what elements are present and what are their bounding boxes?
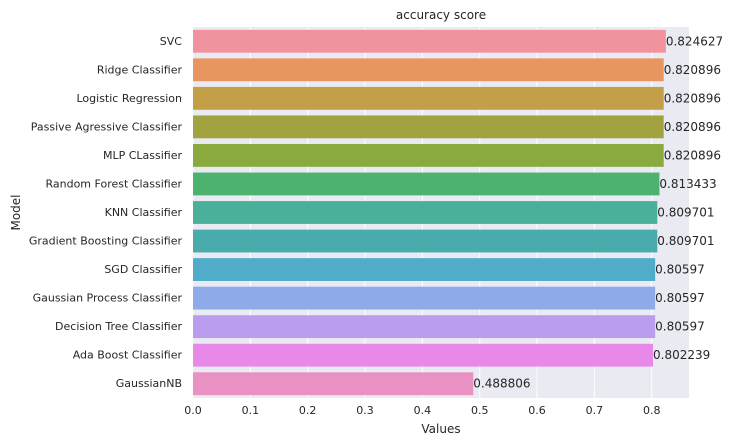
chart-title: accuracy score [396, 8, 486, 22]
bar [193, 258, 656, 281]
data-labels: 0.824627 0.820896 0.820896 0.820896 0.820896… [473, 34, 723, 390]
x-tick-label: 0.7 [586, 404, 604, 417]
bar-value-label: 0.80597 [655, 263, 705, 277]
x-tick-label: 0.0 [184, 404, 202, 417]
bar [193, 29, 666, 53]
bar-value-label: 0.820896 [664, 120, 721, 134]
bar [193, 315, 656, 339]
x-tick-label: 0.2 [299, 404, 317, 417]
x-tick-label: 0.3 [356, 404, 374, 417]
bar-value-label: 0.802239 [653, 348, 710, 362]
y-axis-title: Model [9, 194, 23, 230]
bar-value-label: 0.820896 [664, 91, 721, 105]
x-tick-label: 0.5 [471, 404, 489, 417]
x-tick-label: 0.4 [414, 404, 432, 417]
y-tick-label: Logistic Regression [76, 92, 182, 105]
bar-value-label: 0.809701 [657, 234, 714, 248]
x-axis-title: Values [421, 422, 460, 436]
bar [193, 58, 664, 82]
bar-value-label: 0.80597 [655, 291, 705, 305]
y-tick-label: Gradient Boosting Classifier [29, 235, 183, 248]
bar-value-label: 0.488806 [473, 377, 530, 391]
y-tick-label: GaussianNB [116, 377, 182, 390]
bar [193, 144, 664, 167]
bar-value-label: 0.813433 [659, 177, 716, 191]
y-tick-label: MLP CLassifier [103, 149, 183, 162]
bar [193, 115, 664, 139]
y-tick-label: Ridge Classifier [97, 63, 183, 76]
bar-value-label: 0.820896 [664, 63, 721, 77]
bar-value-label: 0.80597 [655, 320, 705, 334]
y-tick-label: Decision Tree Classifier [55, 320, 182, 333]
bar [193, 86, 664, 110]
bar-value-label: 0.820896 [664, 148, 721, 162]
bar [193, 229, 658, 253]
x-tick-labels: 0.0 0.1 0.2 0.3 0.4 0.5 0.6 0.7 0.8 [184, 404, 660, 417]
x-tick-label: 0.1 [242, 404, 260, 417]
bar-value-label: 0.809701 [657, 206, 714, 220]
y-tick-labels: SVC Ridge Classifier Logistic Regression Pa… [29, 35, 183, 390]
y-tick-label: Passive Agressive Classifier [31, 120, 183, 133]
x-tick-label: 0.8 [643, 404, 661, 417]
y-tick-label: Random Forest Classifier [45, 177, 182, 190]
y-tick-label: SGD Classifier [104, 263, 182, 276]
y-tick-label: SVC [160, 35, 183, 48]
y-tick-label: Ada Boost Classifier [73, 349, 183, 362]
bar [193, 286, 656, 310]
y-tick-label: Gaussian Process Classifier [33, 292, 183, 305]
bars [193, 29, 666, 396]
x-tick-label: 0.6 [528, 404, 546, 417]
bar [193, 343, 654, 367]
bar-value-label: 0.824627 [666, 34, 723, 48]
bar [193, 372, 474, 396]
bar [193, 172, 660, 196]
y-tick-label: KNN Classifier [105, 206, 183, 219]
bar [193, 201, 658, 224]
